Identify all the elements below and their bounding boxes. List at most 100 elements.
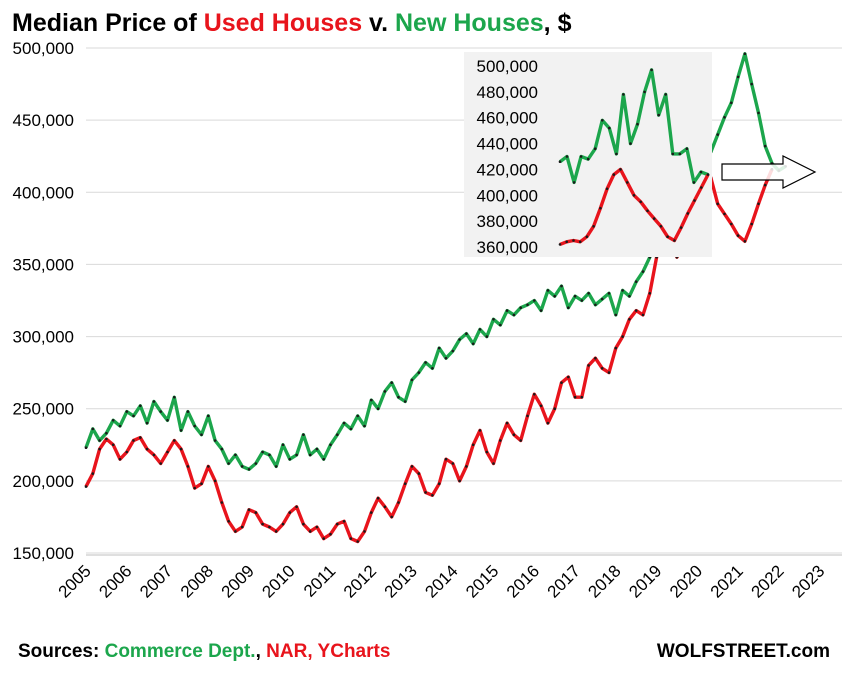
data-point-new (431, 367, 434, 370)
arrow-shape (721, 155, 817, 189)
data-point-used (315, 525, 319, 529)
data-point-new (261, 450, 264, 454)
data-point-new (91, 427, 95, 431)
data-point-used (533, 393, 536, 396)
data-point-used (370, 511, 373, 514)
data-point-new (383, 390, 387, 393)
data-point-new (723, 116, 726, 119)
data-point-new (600, 297, 604, 301)
data-point-used (159, 462, 162, 465)
data-point-used (607, 371, 611, 374)
data-point-new (492, 318, 495, 321)
data-point-used (492, 462, 495, 465)
data-point-used (458, 479, 461, 483)
sources-line: Sources: Commerce Dept., NAR, YCharts (18, 641, 390, 662)
x-tick-label: 2012 (340, 561, 380, 601)
data-point-new (519, 306, 522, 310)
data-point-new (417, 371, 421, 374)
data-point-new (730, 101, 733, 105)
inset-data-point-new (586, 157, 590, 161)
x-tick-label: 2020 (666, 561, 706, 601)
data-point-used (125, 450, 129, 454)
inset-data-point-new (685, 147, 689, 150)
data-point-new (390, 381, 394, 385)
inset-background (464, 52, 712, 257)
x-tick-label: 2008 (177, 561, 217, 601)
data-point-used (220, 501, 224, 504)
inset-data-point-new (593, 147, 597, 150)
data-point-new (621, 289, 624, 292)
x-tick-label: 2018 (584, 561, 624, 601)
data-point-new (397, 395, 400, 399)
data-point-new (641, 270, 645, 273)
data-point-new (220, 447, 224, 451)
data-point-used (505, 421, 509, 425)
data-point-new (465, 332, 468, 336)
data-point-new (614, 313, 618, 317)
data-point-used (431, 494, 434, 497)
data-point-new (315, 447, 319, 451)
inset-data-point-used (572, 239, 575, 242)
title-part-0: Median Price of (12, 9, 204, 37)
inset-y-tick-label: 460,000 (477, 109, 538, 128)
source-commerce: Commerce Dept. (105, 641, 256, 662)
data-point-used (648, 292, 652, 295)
data-point-new (607, 292, 611, 295)
data-point-used (240, 525, 244, 529)
data-point-new (288, 457, 292, 461)
inset-series-line-new (558, 68, 709, 185)
data-point-new (302, 433, 305, 437)
data-point-used (716, 202, 719, 206)
x-tick-label: 2017 (544, 561, 584, 601)
chart-title: Median Price of Used Houses v. New House… (12, 9, 572, 37)
data-point-new (458, 338, 461, 341)
data-point-used (641, 313, 645, 317)
data-point-used (451, 462, 455, 465)
inset-y-tick-label: 420,000 (477, 160, 538, 179)
data-point-new (424, 361, 427, 364)
inset-data-point-used (578, 240, 582, 244)
data-point-new (526, 303, 529, 307)
x-tick-label: 2023 (788, 561, 828, 601)
data-point-new (471, 342, 475, 346)
x-axis-ticks: 2005 2006 2007 2008 2009 2010 2011 2012 2013 2014… (55, 561, 829, 601)
data-point-new (533, 299, 536, 302)
data-point-used (621, 335, 624, 338)
data-point-new (587, 292, 590, 295)
data-point-new (213, 439, 217, 442)
y-axis-ticks: 150,000 200,000 250,000 300,000 350,000 400,0… (13, 39, 74, 563)
data-point-new (376, 407, 380, 411)
data-point-new (145, 421, 149, 425)
data-point-new (173, 395, 176, 399)
data-point-used (295, 505, 298, 509)
y-tick-label: 250,000 (13, 400, 74, 419)
x-tick-label: 2019 (625, 561, 665, 601)
x-tick-label: 2010 (258, 561, 298, 601)
data-point-new (295, 453, 298, 457)
data-point-new (274, 465, 278, 468)
data-point-used (105, 437, 108, 441)
data-point-new (363, 424, 366, 428)
data-point-new (757, 111, 760, 115)
data-point-new (111, 419, 115, 422)
inset-data-point-new (664, 93, 667, 96)
y-tick-label: 450,000 (13, 111, 74, 130)
x-tick-label: 2021 (707, 561, 747, 601)
data-point-used (546, 421, 550, 425)
data-point-new (132, 414, 135, 418)
data-point-new (356, 414, 360, 418)
data-point-used (173, 439, 176, 442)
data-point-used (132, 439, 135, 442)
inset-data-point-used (639, 200, 642, 204)
data-point-used (322, 537, 326, 540)
data-point-used (342, 520, 346, 523)
data-point-used (723, 212, 726, 216)
inset-data-point-used (619, 168, 622, 171)
data-point-new (573, 294, 577, 298)
inset-data-point-used (565, 240, 568, 244)
data-point-new (254, 462, 258, 465)
data-point-used (763, 183, 767, 187)
inset-y-tick-label: 380,000 (477, 212, 538, 231)
data-point-new (451, 349, 455, 353)
data-point-used (471, 443, 475, 447)
